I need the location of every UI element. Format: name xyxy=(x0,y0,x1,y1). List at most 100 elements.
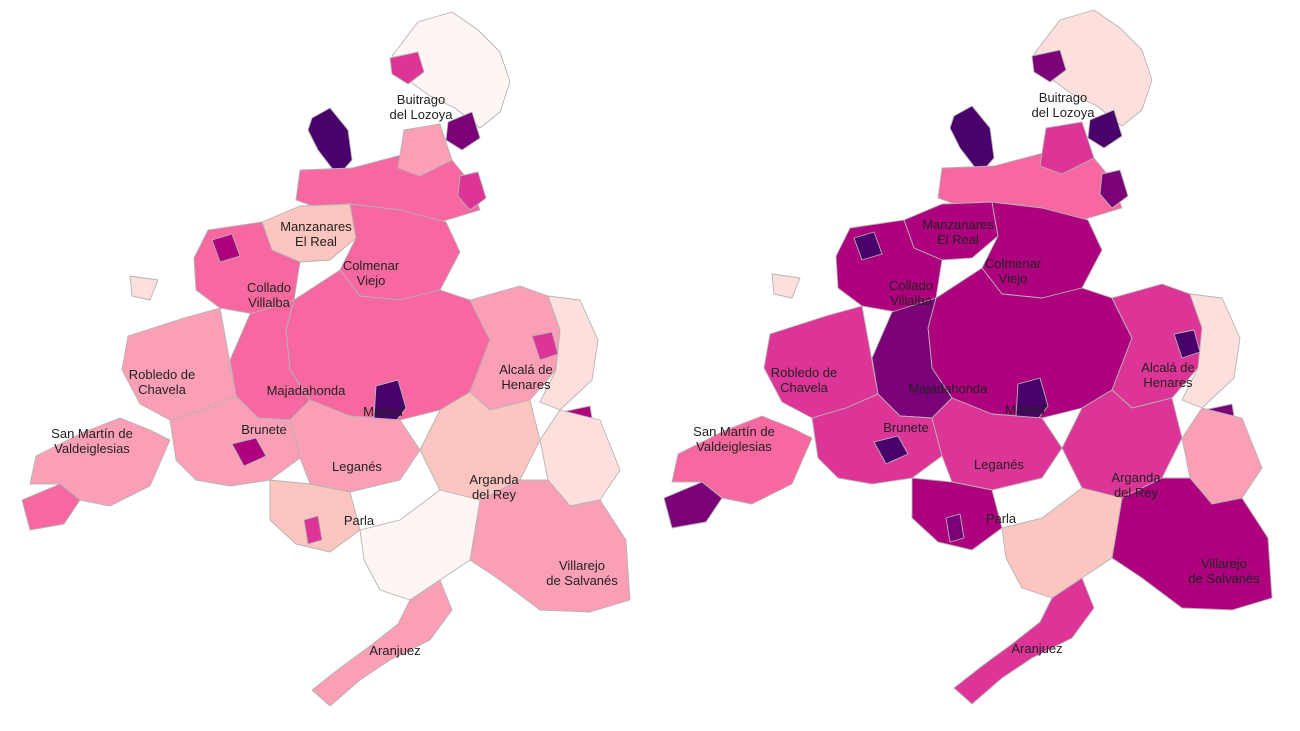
map-label-line: Villarejo xyxy=(1201,556,1247,571)
map-label-line: Brunete xyxy=(883,420,929,435)
map-label-line: Robledo de xyxy=(129,367,196,382)
map-label-line: Madrid xyxy=(363,404,403,419)
map-label-madrid: Madrid xyxy=(1005,402,1045,417)
municipality-region-aranjuez xyxy=(953,577,1095,705)
municipality-region-spot-a xyxy=(1099,169,1129,209)
municipality-region-leganes xyxy=(289,399,421,493)
map-label-line: del Lozoya xyxy=(390,107,454,122)
map-label-line: Leganés xyxy=(332,459,382,474)
map-label-madrid: Madrid xyxy=(363,404,403,419)
map-label-line: Chavela xyxy=(138,382,186,397)
municipality-region-brunete-dark xyxy=(873,435,909,465)
map-label-line: Buitrago xyxy=(1039,90,1087,105)
map-label-line: Henares xyxy=(501,377,551,392)
map-label-line: Manzanares xyxy=(922,217,994,232)
map-label-robledo: Robledo de Chavela xyxy=(129,367,196,397)
municipality-region-south-tip xyxy=(359,489,481,601)
municipality-region-south-tip xyxy=(1001,487,1123,599)
municipality-region-west-edge xyxy=(771,273,801,299)
map-label-line: Valdeiglesias xyxy=(54,441,130,456)
choropleth-map-right: Buitrago del Lozoya Manzanares El Real Colme… xyxy=(663,9,1273,705)
map-label-collado: Collado Villalba xyxy=(889,278,933,308)
map-label-parla: Parla xyxy=(986,511,1017,526)
choropleth-map-left: Buitrago del Lozoya Manzanares El Real Colme… xyxy=(21,11,631,707)
municipality-region-sw-tip xyxy=(21,483,81,531)
municipality-region-villarejo xyxy=(1111,477,1273,611)
map-label-line: Parla xyxy=(344,513,375,528)
municipality-region-brunete-dark xyxy=(231,437,267,467)
map-label-line: Majadahonda xyxy=(267,383,347,398)
map-label-line: Buitrago xyxy=(397,92,445,107)
municipality-region-villarejo xyxy=(469,479,631,613)
map-label-buitrago: Buitrago del Lozoya xyxy=(390,92,454,122)
map-label-line: Alcalá de xyxy=(499,362,552,377)
map-label-line: Majadahonda xyxy=(909,381,989,396)
municipality-region-spot-a xyxy=(457,171,487,211)
map-label-line: Colmenar xyxy=(985,256,1042,271)
map-label-line: Collado xyxy=(247,280,291,295)
map-label-alcala: Alcalá de Henares xyxy=(1141,360,1194,390)
municipality-region-parla xyxy=(269,479,361,553)
map-label-aranjuez: Aranjuez xyxy=(369,643,420,658)
map-label-line: Manzanares xyxy=(280,219,352,234)
municipality-region-madrid-city xyxy=(1015,377,1049,425)
municipality-region-lozoya-top xyxy=(1031,49,1067,83)
map-label-leganes: Leganés xyxy=(974,457,1024,472)
map-label-line: Robledo de xyxy=(771,365,838,380)
map-label-line: Alcalá de xyxy=(1141,360,1194,375)
map-label-line: Villarejo xyxy=(559,558,605,573)
municipality-region-spot-c xyxy=(945,513,965,543)
map-label-line: El Real xyxy=(295,234,337,249)
map-label-villarejo: Villarejo de Salvanés xyxy=(1188,556,1260,586)
map-label-line: El Real xyxy=(937,232,979,247)
municipality-region-aranjuez xyxy=(311,579,453,707)
map-label-line: Parla xyxy=(986,511,1017,526)
municipality-region-north-east xyxy=(445,111,481,151)
municipality-region-parla xyxy=(911,477,1003,551)
map-label-alcala: Alcalá de Henares xyxy=(499,362,552,392)
map-label-line: de Salvanés xyxy=(1188,571,1260,586)
map-label-line: del Rey xyxy=(1114,485,1159,500)
map-label-buitrago: Buitrago del Lozoya xyxy=(1032,90,1096,120)
map-label-line: San Martín de xyxy=(51,426,133,441)
map-label-line: San Martín de xyxy=(693,424,775,439)
municipality-region-spot-c xyxy=(303,515,323,545)
municipality-region-spot-b xyxy=(211,233,241,263)
map-label-line: Arganda xyxy=(1111,470,1161,485)
map-label-manzanares: Manzanares El Real xyxy=(280,219,352,249)
map-label-majadahonda: Majadahonda xyxy=(909,381,989,396)
map-label-line: del Lozoya xyxy=(1032,105,1096,120)
map-label-line: Chavela xyxy=(780,380,828,395)
map-label-aranjuez: Aranjuez xyxy=(1011,641,1062,656)
map-label-brunete: Brunete xyxy=(883,420,929,435)
municipality-region-west-edge xyxy=(129,275,159,301)
map-label-line: Aranjuez xyxy=(1011,641,1062,656)
municipality-region-lozoya-top xyxy=(389,51,425,85)
municipality-region-spot-b xyxy=(853,231,883,261)
map-label-line: del Rey xyxy=(472,487,517,502)
municipality-region-spot-d xyxy=(1173,329,1201,359)
map-label-line: de Salvanés xyxy=(546,573,618,588)
municipality-region-sierra-mid xyxy=(397,123,453,177)
municipality-region-leganes xyxy=(931,397,1063,491)
municipality-region-alcala xyxy=(1111,283,1203,409)
map-label-manzanares: Manzanares El Real xyxy=(922,217,994,247)
map-label-arganda: Arganda del Rey xyxy=(469,472,519,502)
municipality-region-sanmartin xyxy=(671,415,813,505)
map-label-line: Collado xyxy=(889,278,933,293)
map-label-sanmartin: San Martín de Valdeiglesias xyxy=(51,426,133,456)
municipality-region-north-west xyxy=(949,105,995,175)
map-label-line: Henares xyxy=(1143,375,1193,390)
map-label-villarejo: Villarejo de Salvanés xyxy=(546,558,618,588)
map-label-robledo: Robledo de Chavela xyxy=(771,365,838,395)
map-label-line: Valdeiglesias xyxy=(696,439,772,454)
map-label-line: Brunete xyxy=(241,422,287,437)
municipality-region-spot-d xyxy=(531,331,559,361)
map-label-sanmartin: San Martín de Valdeiglesias xyxy=(693,424,775,454)
map-label-line: Arganda xyxy=(469,472,519,487)
municipality-region-sw-tip xyxy=(663,481,723,529)
map-label-collado: Collado Villalba xyxy=(247,280,291,310)
map-label-line: Colmenar xyxy=(343,258,400,273)
map-label-line: Villalba xyxy=(890,293,932,308)
